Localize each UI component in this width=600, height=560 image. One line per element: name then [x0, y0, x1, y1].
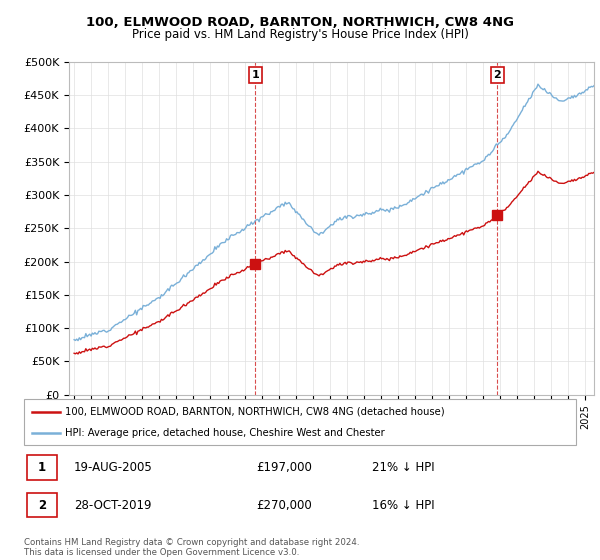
Text: £270,000: £270,000	[256, 499, 311, 512]
Text: 19-AUG-2005: 19-AUG-2005	[74, 461, 152, 474]
Text: £197,000: £197,000	[256, 461, 312, 474]
Text: 28-OCT-2019: 28-OCT-2019	[74, 499, 151, 512]
Text: HPI: Average price, detached house, Cheshire West and Chester: HPI: Average price, detached house, Ches…	[65, 428, 385, 438]
Text: 2: 2	[38, 499, 46, 512]
FancyBboxPatch shape	[27, 455, 57, 479]
Text: 1: 1	[38, 461, 46, 474]
FancyBboxPatch shape	[24, 399, 576, 445]
Text: 16% ↓ HPI: 16% ↓ HPI	[372, 499, 434, 512]
Text: 100, ELMWOOD ROAD, BARNTON, NORTHWICH, CW8 4NG (detached house): 100, ELMWOOD ROAD, BARNTON, NORTHWICH, C…	[65, 407, 445, 417]
Text: Price paid vs. HM Land Registry's House Price Index (HPI): Price paid vs. HM Land Registry's House …	[131, 28, 469, 41]
Text: 1: 1	[251, 70, 259, 80]
Text: 100, ELMWOOD ROAD, BARNTON, NORTHWICH, CW8 4NG: 100, ELMWOOD ROAD, BARNTON, NORTHWICH, C…	[86, 16, 514, 29]
Text: 21% ↓ HPI: 21% ↓ HPI	[372, 461, 434, 474]
FancyBboxPatch shape	[27, 493, 57, 517]
Text: 2: 2	[493, 70, 501, 80]
Text: Contains HM Land Registry data © Crown copyright and database right 2024.
This d: Contains HM Land Registry data © Crown c…	[24, 538, 359, 557]
